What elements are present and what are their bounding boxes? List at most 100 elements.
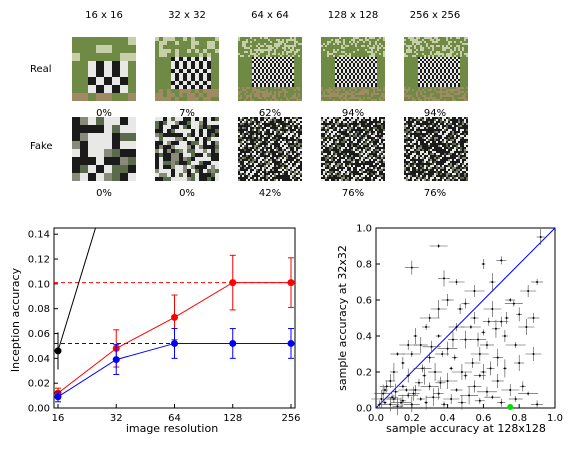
data-point (380, 398, 383, 400)
data-point (428, 356, 431, 359)
diagonal-line (375, 227, 556, 409)
x-tick-label: 0.6 (475, 413, 491, 424)
data-point (527, 290, 530, 292)
data-point (496, 356, 499, 359)
data-point (443, 403, 446, 406)
data-point (482, 371, 485, 373)
data-point (392, 371, 395, 373)
data-point (459, 308, 462, 310)
data-point (527, 392, 530, 395)
data-point (54, 347, 62, 355)
y-tick-label: 0.08 (28, 304, 50, 315)
zebra-thumbnail (238, 117, 302, 181)
data-point (453, 356, 456, 359)
x-tick-label: 256 (281, 413, 300, 424)
data-point (455, 389, 458, 391)
resolution-label: 32 x 32 (168, 10, 206, 21)
data-point (412, 392, 415, 395)
y-axis-label: Inception accuracy (9, 267, 22, 372)
percent-label: 94% (423, 108, 447, 119)
data-point (405, 389, 408, 391)
y-tick-label: 1.0 (356, 224, 372, 235)
data-point (455, 281, 458, 283)
data-point (464, 374, 467, 377)
data-point (443, 277, 446, 280)
data-point (434, 371, 437, 373)
data-point (512, 302, 515, 305)
y-tick-label: 0.04 (28, 354, 50, 365)
data-point (396, 405, 399, 408)
data-point (392, 398, 395, 400)
x-axis-label: image resolution (126, 422, 218, 435)
data-point (496, 380, 499, 382)
data-point (407, 394, 410, 397)
x-tick-label: 32 (110, 413, 123, 424)
data-point (485, 390, 488, 393)
zebra-thumbnail (404, 117, 468, 181)
x-tick-label: 0.8 (511, 413, 527, 424)
y-tick-label: 0.10 (28, 279, 50, 290)
y-tick-label: 0.00 (28, 404, 50, 415)
data-point (400, 401, 403, 404)
percent-label: 94% (341, 108, 365, 119)
data-point (509, 389, 512, 391)
data-point (518, 362, 521, 364)
data-point (419, 398, 422, 400)
data-point (500, 401, 503, 404)
data-point (112, 344, 120, 352)
data-point (414, 335, 417, 337)
percent-label: 42% (258, 188, 282, 199)
data-point (514, 398, 517, 400)
data-point (439, 381, 442, 384)
data-point (437, 308, 440, 310)
data-point (450, 398, 453, 400)
data-point (503, 367, 506, 370)
row-label-real: Real (30, 64, 52, 75)
data-point (423, 374, 426, 377)
resolution-label: 128 x 128 (327, 10, 379, 21)
y-axis-label: sample accuracy at 32x32 (336, 245, 349, 391)
data-point (503, 335, 506, 337)
zebra-thumbnail (321, 117, 385, 181)
data-point (414, 389, 417, 391)
data-point (389, 403, 392, 406)
data-point (455, 326, 458, 328)
row-label-fake: Fake (30, 141, 53, 152)
y-tick-label: 0.6 (356, 296, 372, 307)
zebra-thumbnail (155, 117, 219, 181)
percent-label: 0% (179, 188, 195, 199)
percent-label: 62% (258, 108, 282, 119)
data-point (487, 320, 490, 323)
data-point (500, 320, 503, 323)
y-tick-label: 0.02 (28, 379, 50, 390)
data-point (532, 317, 535, 319)
x-tick-label: 128 (223, 413, 242, 424)
data-point (521, 385, 524, 388)
data-point (287, 279, 295, 287)
data-point (410, 266, 413, 269)
data-point (464, 302, 467, 305)
data-point (417, 381, 420, 384)
y-tick-label: 0.2 (356, 368, 372, 379)
data-point (112, 356, 120, 364)
black-line (57, 227, 96, 352)
data-point (451, 338, 454, 341)
data-point (437, 335, 440, 337)
data-point (389, 380, 392, 382)
data-point (419, 344, 422, 346)
data-point (478, 353, 481, 355)
data-point (485, 344, 488, 346)
data-point (446, 380, 449, 382)
zebra-thumbnail (238, 37, 302, 101)
data-point (473, 317, 476, 319)
data-point (171, 339, 178, 347)
highlight-point (507, 404, 514, 410)
x-tick-label: 0.0 (368, 413, 384, 424)
data-point (437, 392, 440, 395)
plot-frame (53, 227, 296, 409)
data-point (421, 367, 424, 370)
data-point (441, 353, 444, 355)
percent-label: 7% (179, 108, 195, 119)
data-point (391, 396, 394, 399)
data-point (446, 347, 449, 350)
